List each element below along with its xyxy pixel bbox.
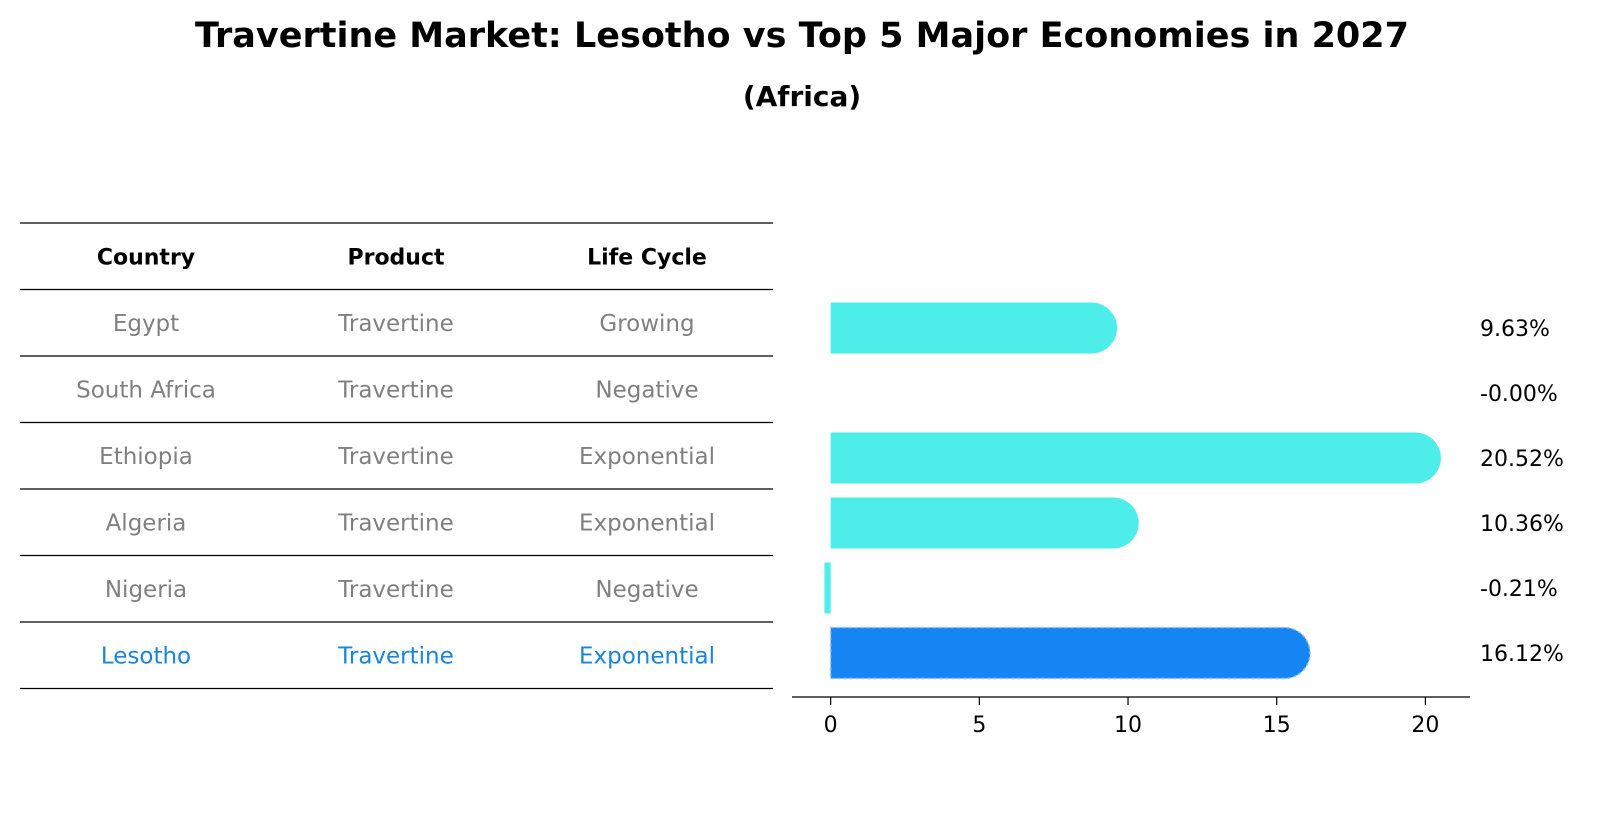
bar-value-label: 10.36% xyxy=(1480,512,1564,537)
table-cell-product: Travertine xyxy=(337,577,454,603)
bar-algeria xyxy=(830,497,1139,549)
chart-subtitle: (Africa) xyxy=(742,80,862,113)
x-tick-label: 10 xyxy=(1114,713,1142,738)
table-cell-life-cycle: Negative xyxy=(595,577,698,603)
chart-title: Travertine Market: Lesotho vs Top 5 Majo… xyxy=(195,16,1409,56)
life-cycle-table: Country Product Life Cycle Egypt Travertine G… xyxy=(20,222,773,690)
table-cell-life-cycle: Exponential xyxy=(579,444,715,470)
bar-egypt xyxy=(830,302,1118,354)
x-tick-label: 20 xyxy=(1411,713,1439,738)
table-cell-life-cycle: Exponential xyxy=(579,510,715,536)
table-cell-product: Travertine xyxy=(337,643,454,669)
x-tick-label: 15 xyxy=(1263,713,1291,738)
product-header: Product xyxy=(347,245,445,270)
bar-ethiopia xyxy=(830,432,1441,484)
bar-value-label: 16.12% xyxy=(1480,642,1564,667)
table-cell-product: Travertine xyxy=(337,510,454,536)
country-header: Country xyxy=(97,245,195,270)
bar-value-label: -0.00% xyxy=(1480,382,1558,407)
bar-nigeria xyxy=(824,562,831,614)
life-cycle-header: Life Cycle xyxy=(587,245,707,270)
bar-value-label: 9.63% xyxy=(1480,317,1550,342)
table-cell-country: Ethiopia xyxy=(99,444,193,470)
growth-bar-chart: 0 5 10 15 20 9.63% -0.00% 20.52% 10.36% -0.21% 16.… xyxy=(792,302,1564,738)
table-cell-country: Egypt xyxy=(113,311,179,337)
table-cell-product: Travertine xyxy=(337,444,454,470)
table-cell-life-cycle: Growing xyxy=(599,311,694,337)
table-cell-country: Nigeria xyxy=(105,577,187,603)
table-cell-life-cycle: Exponential xyxy=(579,643,715,669)
x-tick-label: 5 xyxy=(972,713,986,738)
x-tick-label: 0 xyxy=(824,713,838,738)
bar-value-label: 20.52% xyxy=(1480,447,1564,472)
bar-value-label: -0.21% xyxy=(1480,577,1558,602)
table-cell-product: Travertine xyxy=(337,377,454,403)
table-cell-country: South Africa xyxy=(76,377,216,403)
bar-lesotho xyxy=(829,626,1311,680)
table-cell-life-cycle: Negative xyxy=(595,377,698,403)
table-cell-product: Travertine xyxy=(337,311,454,337)
table-cell-country: Algeria xyxy=(106,510,187,536)
table-cell-country: Lesotho xyxy=(101,643,191,669)
